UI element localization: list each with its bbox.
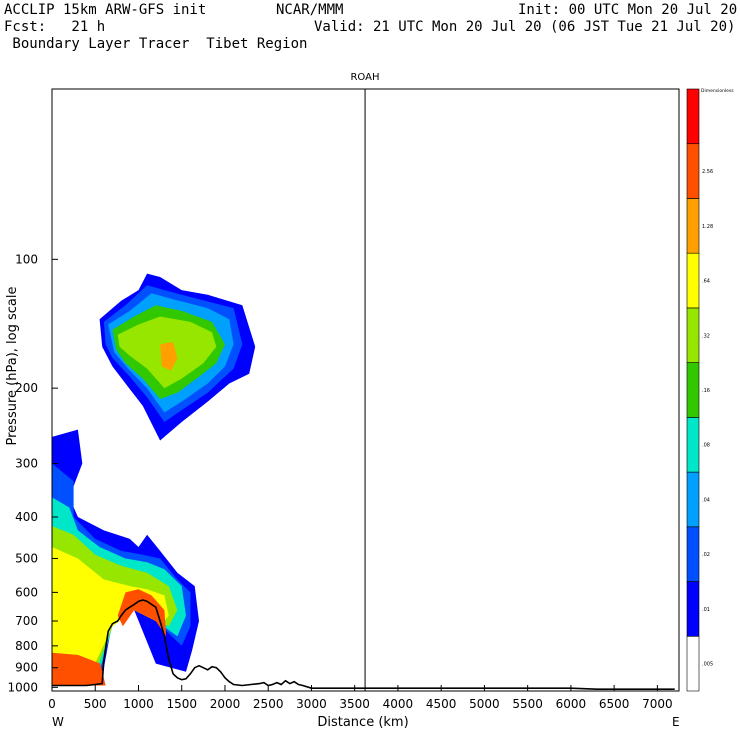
field-description: Boundary Layer Tracer Tibet Region (4, 36, 308, 52)
colorbar-swatch-6 (686, 307, 700, 363)
plot-axes: 0 500 1000 1500 2000 2500 3000 3500 4000 4500 5000… (7, 88, 680, 711)
x-tick-label-5000: 5000 (469, 697, 500, 711)
x-tick-label-3500: 3500 (339, 697, 370, 711)
x-tick-label-2500: 2500 (253, 697, 284, 711)
x-tick-label-2000: 2000 (210, 697, 241, 711)
colorbar-label-8: 1.28 (702, 224, 713, 230)
tracer-region-12 (117, 589, 167, 637)
terrain-profile (52, 599, 675, 691)
colorbar-label-3: .04 (702, 497, 710, 503)
colorbar-swatch-3 (686, 471, 700, 528)
tracer-region-5 (160, 342, 178, 371)
y-tick-label-200: 200 (15, 381, 38, 395)
colorbar-label-9: 2.56 (702, 169, 713, 175)
model-title: ACCLIP 15km ARW-GFS init (4, 2, 207, 18)
x-tick-label-6000: 6000 (556, 697, 587, 711)
colorbar-label-0: .005 (702, 662, 713, 668)
y-tick-label-600: 600 (15, 585, 38, 599)
colorbar-swatch-9 (686, 143, 700, 199)
y-tick-label-500: 500 (15, 551, 38, 565)
colorbar-title: Dimensionless (701, 88, 734, 94)
x-tick-label-0: 0 (48, 697, 56, 711)
x-tick-label-4000: 4000 (383, 697, 414, 711)
colorbar-label-6: .32 (702, 333, 710, 339)
tracer-region-10 (52, 547, 169, 686)
colorbar-swatch-0 (686, 635, 700, 692)
init-time: Init: 00 UTC Mon 20 Jul 20 (518, 2, 738, 18)
colorbar-swatch-10 (686, 88, 700, 145)
x-tick-label-3000: 3000 (296, 697, 327, 711)
terrain-line (52, 599, 675, 691)
y-tick-label-800: 800 (15, 639, 38, 653)
chart-title: ROAH (350, 72, 379, 83)
y-axis-label: Pressure (hPa), log scale (5, 287, 20, 446)
colorbar-label-1: .01 (702, 607, 710, 613)
x-axis-label: Distance (km) (317, 715, 408, 730)
y-tick-label-300: 300 (15, 457, 38, 471)
y-tick-label-700: 700 (15, 614, 38, 628)
west-end-label: W (52, 715, 64, 729)
x-tick-label-1000: 1000 (123, 697, 154, 711)
x-tick-label-6500: 6500 (599, 697, 630, 711)
forecast-hour: Fcst: 21 h (4, 19, 106, 35)
colorbar: .005 .01 .02 .04 .08 .16 .32 .64 1.28 2.56 Dimensi… (686, 88, 734, 692)
east-end-label: E (672, 715, 680, 729)
tracer-region-11 (52, 652, 106, 686)
x-tick-label-5500: 5500 (512, 697, 543, 711)
colorbar-swatch-2 (686, 526, 700, 582)
x-tick-label-7000: 7000 (642, 697, 673, 711)
y-tick-label-100: 100 (15, 252, 38, 266)
x-tick-label-1500: 1500 (166, 697, 197, 711)
valid-time: Valid: 21 UTC Mon 20 Jul 20 (06 JST Tue … (314, 19, 736, 35)
tracer-field (52, 273, 256, 686)
colorbar-label-2: .02 (702, 552, 710, 558)
colorbar-swatch-4 (686, 417, 700, 473)
x-tick-label-500: 500 (84, 697, 107, 711)
y-tick-label-900: 900 (15, 661, 38, 675)
y-tick-label-400: 400 (15, 510, 38, 524)
institution-label: NCAR/MMM (276, 2, 344, 18)
colorbar-label-4: .08 (702, 443, 710, 449)
colorbar-swatch-8 (686, 198, 700, 254)
colorbar-swatch-1 (686, 581, 700, 637)
colorbar-label-7: .64 (702, 279, 710, 285)
x-tick-label-4500: 4500 (426, 697, 457, 711)
colorbar-swatch-5 (686, 362, 700, 418)
colorbar-label-5: .16 (702, 388, 710, 394)
colorbar-swatch-7 (686, 252, 700, 309)
y-tick-label-1000: 1000 (7, 680, 38, 694)
